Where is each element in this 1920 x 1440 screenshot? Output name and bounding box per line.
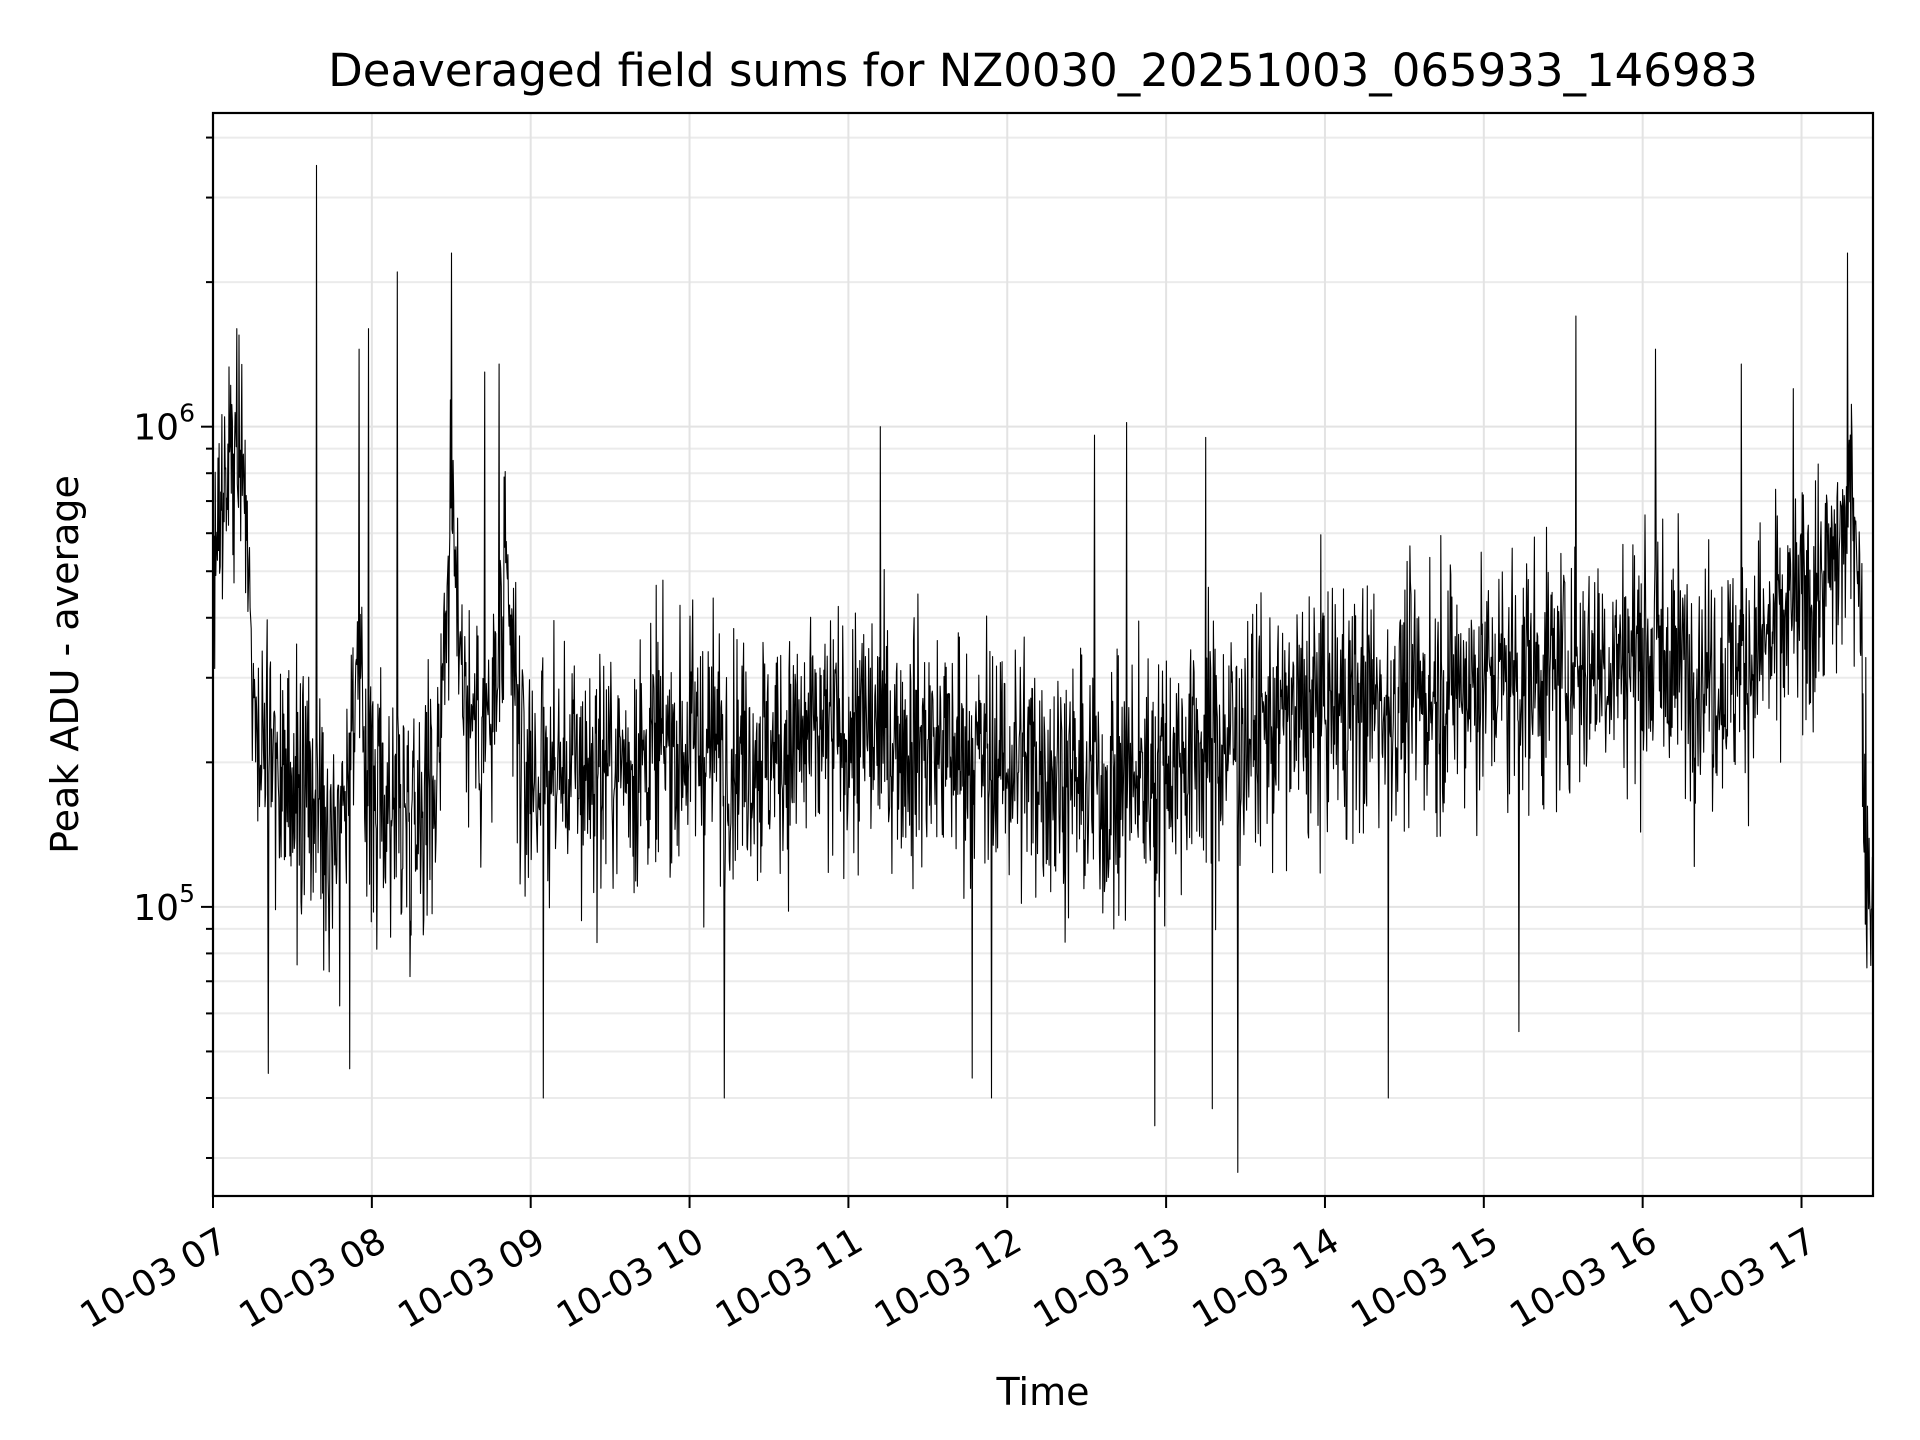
plot-frame: [211, 111, 1875, 1198]
y-axis-label: Peak ADU - average: [43, 475, 87, 854]
x-tick-label: 10-03 10: [550, 1220, 711, 1336]
x-tick-label: 10-03 13: [1027, 1220, 1188, 1336]
x-tick-label: 10-03 12: [868, 1220, 1029, 1336]
y-tick-label: 105: [133, 879, 195, 929]
x-axis-label: Time: [996, 1370, 1090, 1414]
y-tick-label-exponent: 5: [179, 879, 195, 908]
grid-lines: [212, 113, 1873, 1196]
x-tick-label: 10-03 16: [1503, 1220, 1664, 1336]
x-tick-label: 10-03 15: [1344, 1220, 1505, 1336]
chart-title: Deaveraged field sums for NZ0030_2025100…: [328, 44, 1758, 97]
y-tick-label-exponent: 6: [179, 399, 195, 428]
x-tick-label: 10-03 08: [232, 1220, 393, 1336]
x-tick-label: 10-03 11: [709, 1220, 870, 1336]
y-tick-label-base: 10: [133, 888, 179, 929]
x-tick-label: 10-03 14: [1186, 1220, 1347, 1336]
series-line-group: [212, 164, 1874, 1173]
y-tick-label: 106: [133, 399, 195, 449]
x-tick-label: 10-03 07: [74, 1220, 235, 1336]
x-tick-label: 10-03 09: [391, 1220, 552, 1336]
series-line: [212, 164, 1874, 1173]
x-tick-label: 10-03 17: [1662, 1220, 1823, 1336]
y-tick-label-base: 10: [133, 408, 179, 449]
